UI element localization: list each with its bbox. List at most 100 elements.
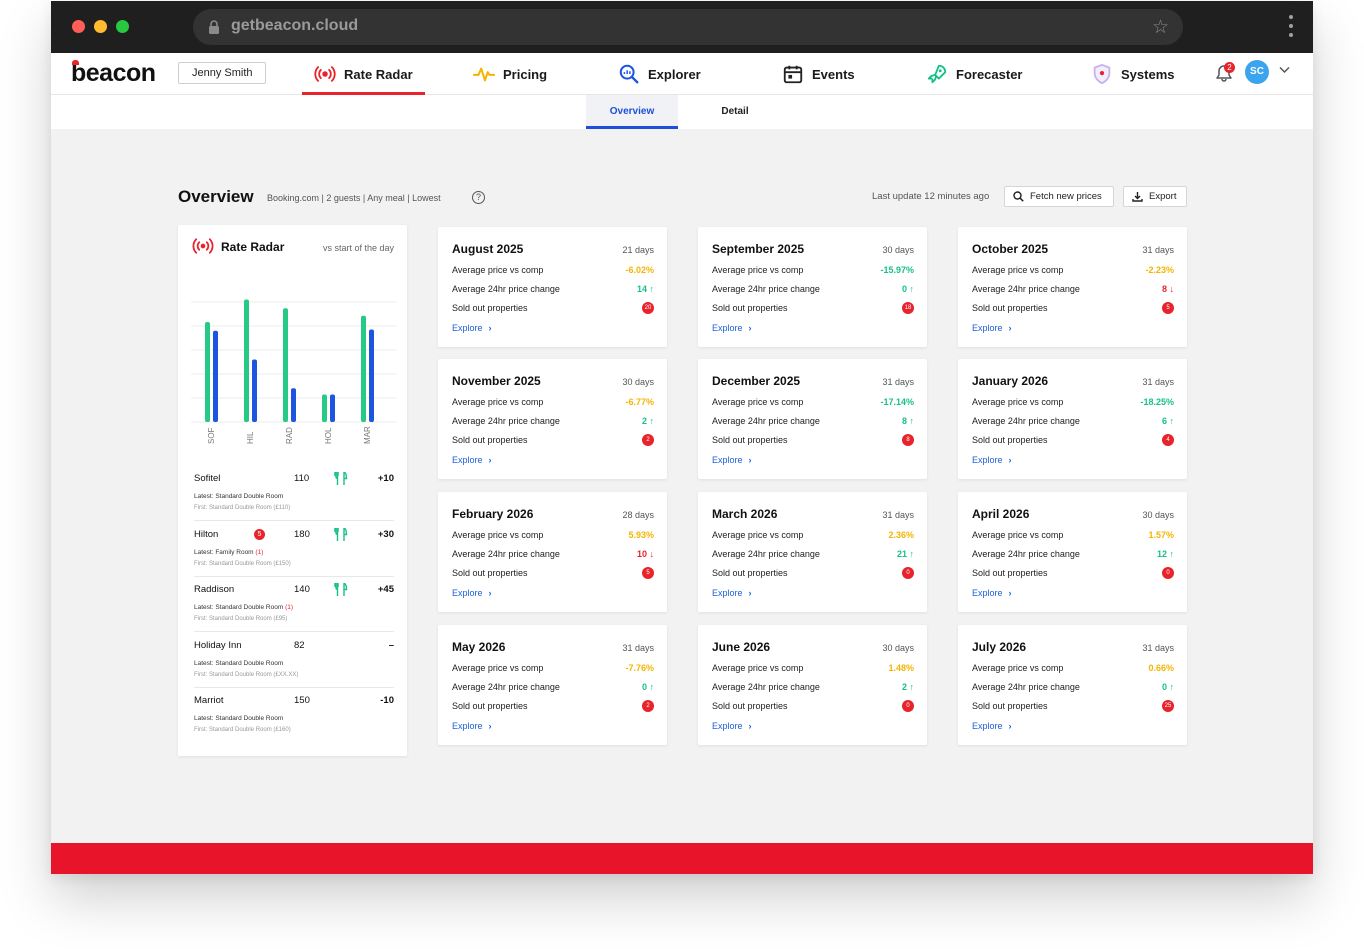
sold-out-row: Sold out properties 5 [452, 567, 654, 580]
room-flag: (1) [255, 548, 264, 556]
chevron-right-icon: › [748, 721, 752, 731]
explore-link[interactable]: Explore › [972, 455, 1012, 465]
nav-item-events[interactable]: Events [782, 53, 855, 95]
explore-link[interactable]: Explore › [712, 588, 752, 598]
chevron-right-icon: › [748, 455, 752, 465]
avg-price-value: 5.93% [628, 530, 654, 540]
avg-price-row: Average price vs comp 0.66% [972, 663, 1174, 675]
browser-chrome: getbeacon.cloud ☆ [51, 1, 1313, 53]
avg-price-value: 2.36% [888, 530, 914, 540]
avg-price-row: Average price vs comp -18.25% [972, 397, 1174, 409]
fetch-prices-button[interactable]: Fetch new prices [1004, 186, 1114, 207]
export-button[interactable]: Export [1123, 186, 1187, 207]
last-update-text: Last update 12 minutes ago [872, 191, 990, 202]
magnifier-icon [619, 64, 639, 84]
rate-radar-subtitle: vs start of the day [322, 243, 394, 253]
arrow-up-icon: ↑ [909, 284, 915, 294]
sold-out-badge: 25 [1162, 700, 1174, 712]
sold-out-label: Sold out properties [972, 303, 1048, 313]
tab-detail[interactable]: Detail [721, 106, 749, 117]
arrow-up-icon: ↑ [649, 284, 655, 294]
avg-change-value: 0 ↑ [901, 284, 915, 294]
bar-hol-series-2[interactable] [330, 394, 335, 423]
avg-price-value: -2.23% [1145, 265, 1174, 275]
bar-hil-series-1[interactable] [244, 299, 249, 423]
user-selector[interactable]: Jenny Smith [178, 62, 266, 84]
explore-link[interactable]: Explore › [452, 455, 492, 465]
month-card: September 2025 30 days Average price vs co… [698, 227, 927, 347]
sold-out-badge: 2 [642, 700, 654, 712]
avg-price-label: Average price vs comp [972, 530, 1064, 540]
explore-link[interactable]: Explore › [972, 588, 1012, 598]
minimize-window-button[interactable] [94, 20, 107, 33]
price-delta: -10 [380, 695, 394, 706]
bar-sof-series-2[interactable] [213, 330, 218, 422]
bookmark-star-icon[interactable]: ☆ [1151, 17, 1169, 38]
avg-change-row: Average 24hr price change 8 ↓ [972, 284, 1174, 296]
explore-link[interactable]: Explore › [452, 323, 492, 333]
sold-out-label: Sold out properties [972, 568, 1048, 578]
address-bar[interactable]: getbeacon.cloud ☆ [193, 9, 1183, 45]
latest-room: Latest: Family Room (1) [194, 548, 264, 556]
explore-link[interactable]: Explore › [972, 323, 1012, 333]
avg-price-value: 0.66% [1148, 663, 1174, 673]
maximize-window-button[interactable] [116, 20, 129, 33]
avg-change-label: Average 24hr price change [972, 284, 1080, 294]
month-title: June 2026 [712, 640, 771, 654]
sold-out-label: Sold out properties [712, 568, 788, 578]
bar-sof-series-1[interactable] [205, 322, 210, 422]
avg-change-label: Average 24hr price change [452, 549, 560, 559]
month-days: 31 days [1142, 377, 1174, 387]
avg-price-row: Average price vs comp 5.93% [452, 530, 654, 542]
nav-item-systems[interactable]: Systems [1091, 53, 1174, 95]
divider [194, 686, 394, 688]
nav-item-forecaster[interactable]: Forecaster [926, 53, 1022, 95]
month-card: April 2026 30 days Average price vs comp 1.… [958, 492, 1187, 612]
month-title: September 2025 [712, 242, 805, 256]
close-window-button[interactable] [72, 20, 85, 33]
bar-hil-series-2[interactable] [252, 359, 257, 423]
avg-change-row: Average 24hr price change 21 ↑ [712, 549, 914, 561]
avg-price-value: -15.97% [880, 265, 914, 275]
explore-link[interactable]: Explore › [712, 721, 752, 731]
category-label: MAR [363, 426, 372, 444]
month-title: May 2026 [452, 640, 506, 654]
sold-out-badge: 5 [642, 567, 654, 579]
avg-change-row: Average 24hr price change 0 ↑ [712, 284, 914, 296]
chevron-right-icon: › [488, 455, 492, 465]
avg-change-label: Average 24hr price change [712, 284, 820, 294]
browser-menu-icon[interactable] [1289, 15, 1293, 39]
month-days: 30 days [882, 245, 914, 255]
help-icon[interactable]: ? [472, 191, 485, 204]
avg-price-row: Average price vs comp -17.14% [712, 397, 914, 409]
explore-link[interactable]: Explore › [972, 721, 1012, 731]
bar-hol-series-1[interactable] [322, 394, 327, 423]
nav-item-explorer[interactable]: Explorer [618, 53, 701, 95]
bar-mar-series-1[interactable] [361, 315, 366, 422]
nav-item-pricing[interactable]: Pricing [473, 53, 547, 95]
category-label: HOL [324, 427, 333, 444]
bar-rad-series-2[interactable] [291, 388, 296, 422]
month-title: April 2026 [972, 507, 1030, 521]
sold-out-row: Sold out properties 18 [712, 302, 914, 315]
avg-price-value: -7.76% [625, 663, 654, 673]
hotel-price: 110 [294, 473, 310, 484]
chevron-right-icon: › [748, 323, 752, 333]
hotel-price: 140 [294, 584, 310, 595]
bar-mar-series-2[interactable] [369, 329, 374, 423]
hotel-name: Raddison [194, 584, 235, 595]
explore-link[interactable]: Explore › [712, 323, 752, 333]
avg-change-row: Average 24hr price change 0 ↑ [452, 682, 654, 694]
avatar[interactable]: SC [1245, 60, 1269, 84]
beacon-logo[interactable]: beacon [71, 59, 156, 87]
first-room: First: Standard Double Room (£150) [194, 560, 291, 567]
bar-rad-series-1[interactable] [283, 308, 288, 422]
explore-link[interactable]: Explore › [452, 588, 492, 598]
explore-link[interactable]: Explore › [712, 455, 752, 465]
chevron-down-icon[interactable] [1279, 65, 1290, 77]
explore-link[interactable]: Explore › [452, 721, 492, 731]
first-room: First: Standard Double Room (£XX.XX) [194, 671, 299, 678]
tab-overview[interactable]: Overview [586, 95, 678, 129]
avg-price-row: Average price vs comp 1.57% [972, 530, 1174, 542]
nav-item-rate-radar[interactable]: Rate Radar [302, 53, 425, 95]
